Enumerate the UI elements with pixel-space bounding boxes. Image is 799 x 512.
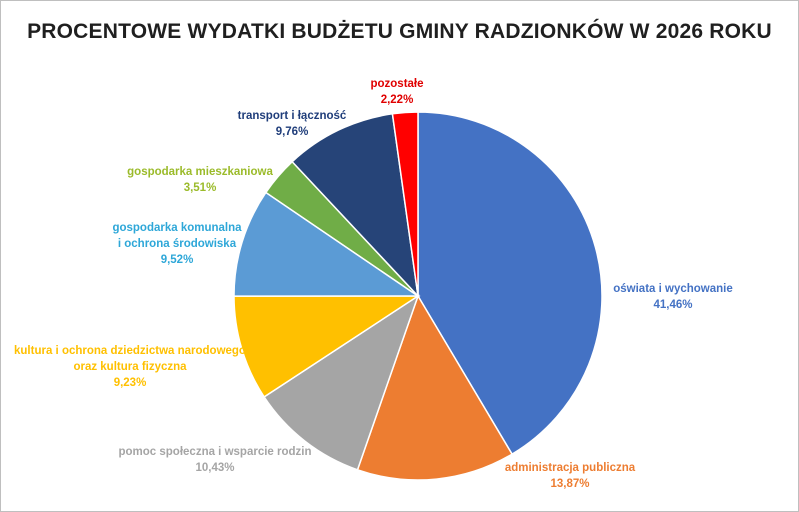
slice-label-8: pozostałe 2,22% [362,76,432,108]
chart-title: PROCENTOWE WYDATKI BUDŻETU GMINY RADZION… [27,20,772,43]
slice-label-3: pomoc społeczna i wsparcie rodzin 10,43% [100,444,330,476]
slice-label-7: transport i łączność 9,76% [222,108,362,140]
pie-slice-5 [233,191,421,297]
pie-slice-3 [263,294,420,471]
slice-label-text: i ochrona środowiska [117,238,237,250]
slice-label-text: pozostałe [370,78,424,90]
slice-label-6: gospodarka mieszkaniowa 3,51% [110,164,290,196]
slice-label-text: gospodarka mieszkaniowa [127,166,273,178]
slice-label-4: kultura i ochrona dziedzictwa narodowego… [4,343,256,391]
slice-label-text: oraz kultura fizyczna [73,361,187,373]
slice-value-label: 41,46% [653,299,693,311]
pie-slice-2 [356,294,514,481]
slice-value-label: 9,52% [160,254,194,266]
pie-slice-1 [417,111,603,456]
slice-label-1: oświata i wychowanie 41,46% [598,281,748,313]
slice-label-text: oświata i wychowanie [613,283,733,295]
slice-value-label: 2,22% [380,94,414,106]
slice-label-5: gospodarka komunalna i ochrona środowiska… [92,220,262,268]
pie-slice-7 [291,112,420,299]
slice-label-text: gospodarka komunalna [112,222,242,234]
pie-slice-4 [233,295,421,398]
slice-value-label: 13,87% [550,478,590,490]
slice-label-text: administracja publiczna [504,462,636,474]
slice-value-label: 9,23% [113,377,147,389]
slice-label-text: kultura i ochrona dziedzictwa narodowego [14,345,246,357]
slice-value-label: 3,51% [183,182,217,194]
slice-value-label: 10,43% [195,462,235,474]
slice-label-text: transport i łączność [237,110,347,122]
pie-slice-8 [391,111,419,297]
slice-label-2: administracja publiczna 13,87% [495,460,645,492]
slice-value-label: 9,76% [275,126,309,138]
slice-label-text: pomoc społeczna i wsparcie rodzin [118,446,312,458]
